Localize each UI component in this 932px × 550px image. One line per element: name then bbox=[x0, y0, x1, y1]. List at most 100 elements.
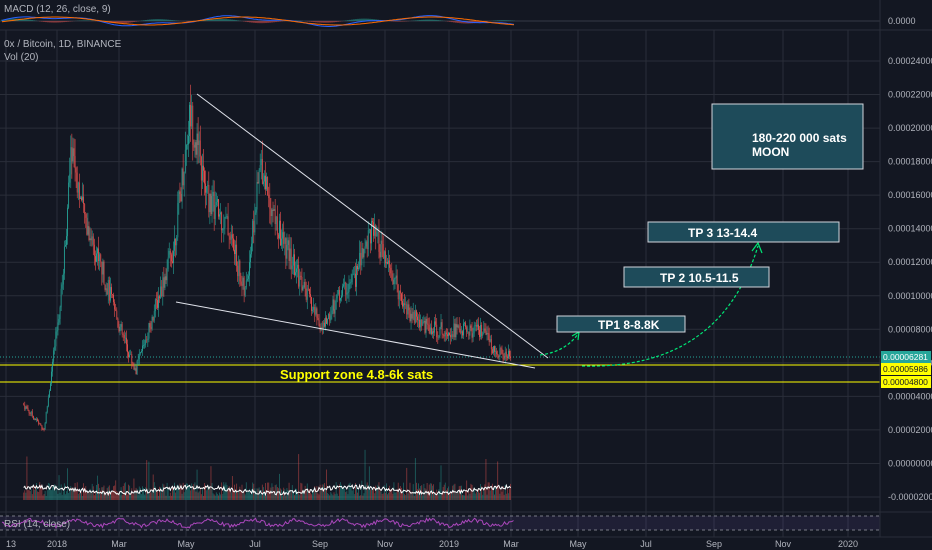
candle-body bbox=[111, 287, 112, 295]
volume-bar bbox=[482, 494, 484, 500]
macd-histogram-bar bbox=[273, 21, 275, 23]
volume-bar bbox=[378, 482, 380, 500]
candle-body bbox=[90, 238, 92, 241]
candle-body bbox=[75, 168, 77, 173]
candle-body bbox=[275, 216, 277, 225]
volume-bar bbox=[491, 483, 493, 500]
volume-bar bbox=[221, 482, 223, 500]
volume-bar bbox=[289, 489, 291, 500]
volume-bar bbox=[82, 495, 83, 500]
macd-histogram-bar bbox=[41, 21, 43, 22]
volume-bar bbox=[32, 486, 34, 500]
macd-histogram-bar bbox=[133, 21, 135, 22]
volume-bar bbox=[399, 486, 401, 500]
volume-bar bbox=[218, 495, 219, 500]
volume-bar bbox=[195, 491, 197, 500]
tp2-box[interactable]: TP 2 10.5-11.5 bbox=[623, 266, 770, 288]
macd-histogram-bar bbox=[279, 21, 281, 22]
macd-histogram-bar bbox=[349, 19, 351, 21]
candle-body bbox=[92, 236, 94, 245]
candle-body bbox=[266, 177, 267, 190]
candle-body bbox=[30, 411, 32, 414]
macd-histogram-bar bbox=[259, 21, 261, 24]
volume-bar bbox=[230, 492, 232, 500]
candle-body bbox=[345, 282, 347, 295]
macd-histogram-bar bbox=[203, 20, 205, 21]
macd-histogram-bar bbox=[173, 20, 175, 21]
macd-histogram-bar bbox=[327, 21, 329, 23]
volume-bar bbox=[30, 489, 32, 500]
volume-bar bbox=[129, 485, 131, 500]
candle-body bbox=[469, 325, 471, 336]
volume-bar bbox=[102, 487, 104, 500]
volume-bar bbox=[166, 482, 168, 500]
tp2-box-rect bbox=[623, 266, 770, 288]
candle-body bbox=[267, 177, 269, 195]
volume-bar bbox=[259, 494, 261, 500]
volume-bar bbox=[405, 495, 407, 500]
candle-body bbox=[145, 339, 147, 345]
candle-body bbox=[380, 240, 382, 258]
candle-body bbox=[193, 144, 195, 148]
tp3-box[interactable]: TP 3 13-14.4 bbox=[647, 221, 840, 243]
candle-body bbox=[244, 287, 246, 296]
macd-histogram-bar bbox=[347, 20, 349, 21]
candle-body bbox=[486, 333, 488, 335]
candle-body bbox=[432, 331, 433, 335]
candle-body bbox=[428, 324, 430, 334]
volume-bar bbox=[98, 483, 100, 500]
volume-bar bbox=[169, 492, 171, 500]
candle-body bbox=[159, 296, 160, 299]
candle-body bbox=[312, 309, 314, 311]
candle-body bbox=[144, 344, 146, 346]
candle-body bbox=[106, 288, 108, 295]
price-tick-label: 0.00024000 bbox=[888, 56, 932, 66]
volume-bar bbox=[244, 494, 246, 500]
candle-body bbox=[154, 299, 156, 312]
price-axis[interactable]: 0.00024000 0.00022000 0.00020000 0.00018000… bbox=[888, 56, 932, 502]
candle-body bbox=[66, 236, 67, 246]
candle-body bbox=[348, 283, 350, 292]
volume-bar bbox=[508, 493, 509, 500]
candle-body bbox=[233, 238, 234, 250]
volume-bar bbox=[212, 493, 214, 500]
candle-body bbox=[329, 313, 331, 321]
candle-body bbox=[272, 209, 274, 211]
candle-body bbox=[292, 254, 294, 266]
candle-body bbox=[307, 288, 309, 290]
candle-body bbox=[212, 191, 214, 196]
volume-bar bbox=[62, 491, 64, 500]
candle-body bbox=[190, 104, 192, 127]
macd-histogram-bar bbox=[209, 19, 211, 21]
volume-bar bbox=[219, 492, 220, 500]
volume-bar bbox=[350, 486, 352, 500]
candle-body bbox=[35, 418, 36, 420]
macd-histogram-bar bbox=[21, 18, 23, 21]
macd-histogram-bar bbox=[171, 20, 173, 21]
macd-histogram-bar bbox=[83, 20, 85, 21]
volume-bar bbox=[277, 488, 279, 500]
support-bottom-tag-bg bbox=[881, 376, 931, 388]
moon-box[interactable]: 180-220 000 sats MOON bbox=[711, 103, 864, 170]
tp1-box[interactable]: TP1 8-8.8K bbox=[556, 315, 686, 333]
volume-bar bbox=[273, 493, 275, 500]
candle-body bbox=[85, 214, 87, 218]
candle-body bbox=[43, 429, 45, 431]
candle-body bbox=[91, 236, 93, 241]
candle-body bbox=[168, 250, 170, 258]
macd-histogram-bar bbox=[247, 21, 249, 23]
macd-histogram-bar bbox=[455, 21, 457, 23]
volume-bar bbox=[422, 495, 424, 500]
macd-histogram-bar bbox=[325, 21, 327, 23]
volume-bar bbox=[365, 484, 367, 500]
macd-histogram-bar bbox=[417, 20, 419, 21]
volume-bar bbox=[44, 491, 46, 500]
candle-body bbox=[426, 318, 428, 324]
candle-body bbox=[150, 327, 152, 329]
volume-bar bbox=[146, 460, 148, 500]
time-axis[interactable]: 13 2018 Mar May Jul Sep Nov 2019 Mar May Jul Sep Nov… bbox=[6, 539, 858, 549]
volume-bar bbox=[104, 491, 106, 500]
volume-bar bbox=[150, 492, 152, 500]
volume-bar bbox=[165, 495, 167, 500]
